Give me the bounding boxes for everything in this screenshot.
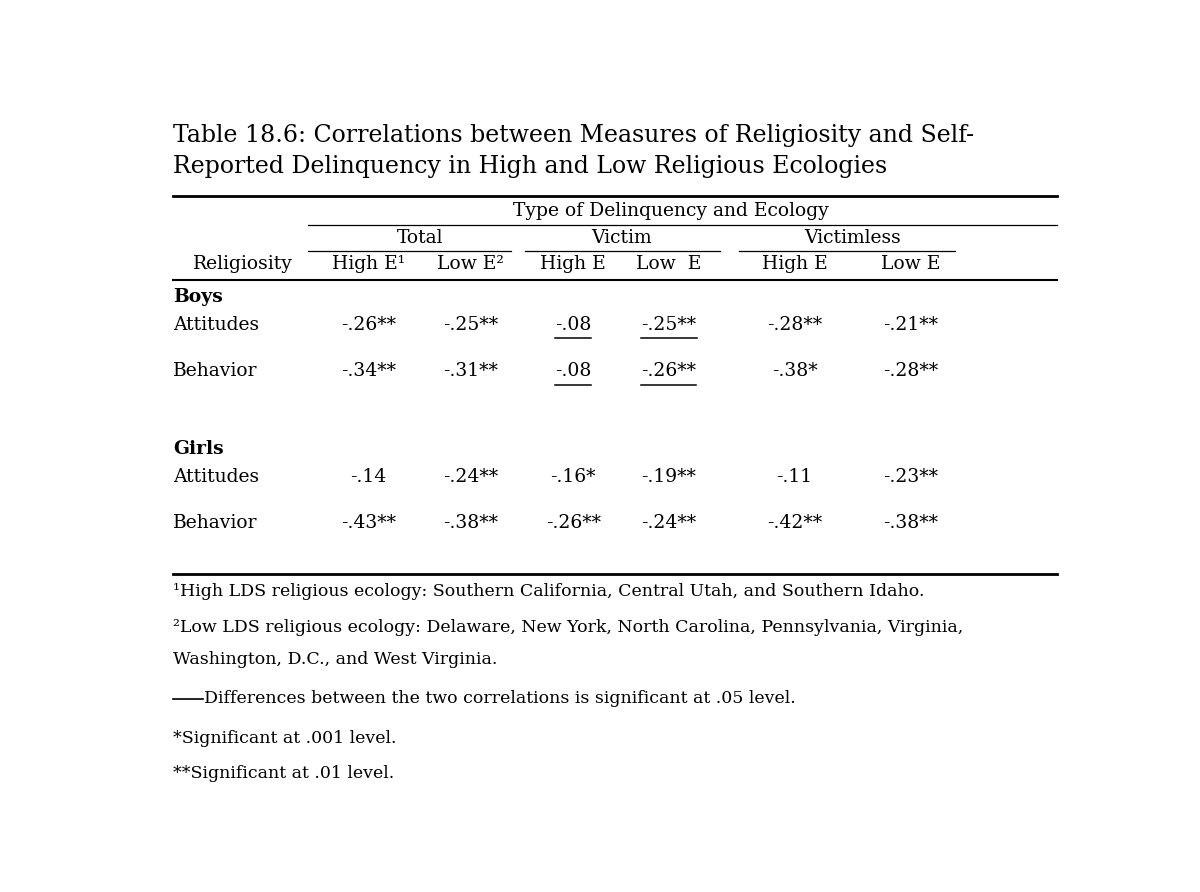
Text: Attitudes: Attitudes xyxy=(173,316,259,334)
Text: -.08: -.08 xyxy=(554,316,592,334)
Text: -.26**: -.26** xyxy=(341,316,396,334)
Text: Differences between the two correlations is significant at .05 level.: Differences between the two correlations… xyxy=(204,690,796,707)
Text: -.38*: -.38* xyxy=(772,362,817,381)
Text: -.24**: -.24** xyxy=(443,467,498,485)
Text: **Significant at .01 level.: **Significant at .01 level. xyxy=(173,765,395,782)
Text: Boys: Boys xyxy=(173,288,223,306)
Text: -.25**: -.25** xyxy=(443,316,498,334)
Text: -.16*: -.16* xyxy=(551,467,596,485)
Text: -.28**: -.28** xyxy=(767,316,822,334)
Text: -.08: -.08 xyxy=(554,362,592,381)
Text: -.38**: -.38** xyxy=(883,515,938,533)
Text: High E¹: High E¹ xyxy=(332,254,406,273)
Text: -.25**: -.25** xyxy=(641,316,696,334)
Text: Low  E: Low E xyxy=(636,254,702,273)
Text: Religiosity: Religiosity xyxy=(193,254,293,273)
Text: Girls: Girls xyxy=(173,440,224,458)
Text: ¹High LDS religious ecology: Southern California, Central Utah, and Southern Ida: ¹High LDS religious ecology: Southern Ca… xyxy=(173,583,925,600)
Text: -.19**: -.19** xyxy=(642,467,696,485)
Text: High E: High E xyxy=(762,254,827,273)
Text: -.43**: -.43** xyxy=(341,515,396,533)
Text: *Significant at .001 level.: *Significant at .001 level. xyxy=(173,730,397,747)
Text: -.23**: -.23** xyxy=(883,467,938,485)
Text: -.21**: -.21** xyxy=(883,316,938,334)
Text: -.24**: -.24** xyxy=(641,515,696,533)
Text: -.26**: -.26** xyxy=(642,362,696,381)
Text: High E: High E xyxy=(540,254,606,273)
Text: Victimless: Victimless xyxy=(804,228,901,246)
Text: ²Low LDS religious ecology: Delaware, New York, North Carolina, Pennsylvania, Vi: ²Low LDS religious ecology: Delaware, Ne… xyxy=(173,619,964,636)
Text: Total: Total xyxy=(396,228,443,246)
Text: -.14: -.14 xyxy=(350,467,386,485)
Text: -.34**: -.34** xyxy=(341,362,396,381)
Text: Victim: Victim xyxy=(590,228,652,246)
Text: Table 18.6: Correlations between Measures of Religiosity and Self-: Table 18.6: Correlations between Measure… xyxy=(173,124,974,147)
Text: -.28**: -.28** xyxy=(883,362,938,381)
Text: Low E: Low E xyxy=(881,254,941,273)
Text: Type of Delinquency and Ecology: Type of Delinquency and Ecology xyxy=(512,202,829,220)
Text: Low E²: Low E² xyxy=(438,254,504,273)
Text: Reported Delinquency in High and Low Religious Ecologies: Reported Delinquency in High and Low Rel… xyxy=(173,155,888,178)
Text: -.31**: -.31** xyxy=(444,362,498,381)
Text: Behavior: Behavior xyxy=(173,362,258,381)
Text: Behavior: Behavior xyxy=(173,515,258,533)
Text: -.11: -.11 xyxy=(776,467,812,485)
Text: -.26**: -.26** xyxy=(546,515,601,533)
Text: Attitudes: Attitudes xyxy=(173,467,259,485)
Text: Washington, D.C., and West Virginia.: Washington, D.C., and West Virginia. xyxy=(173,651,498,668)
Text: -.38**: -.38** xyxy=(443,515,498,533)
Text: -.42**: -.42** xyxy=(767,515,822,533)
